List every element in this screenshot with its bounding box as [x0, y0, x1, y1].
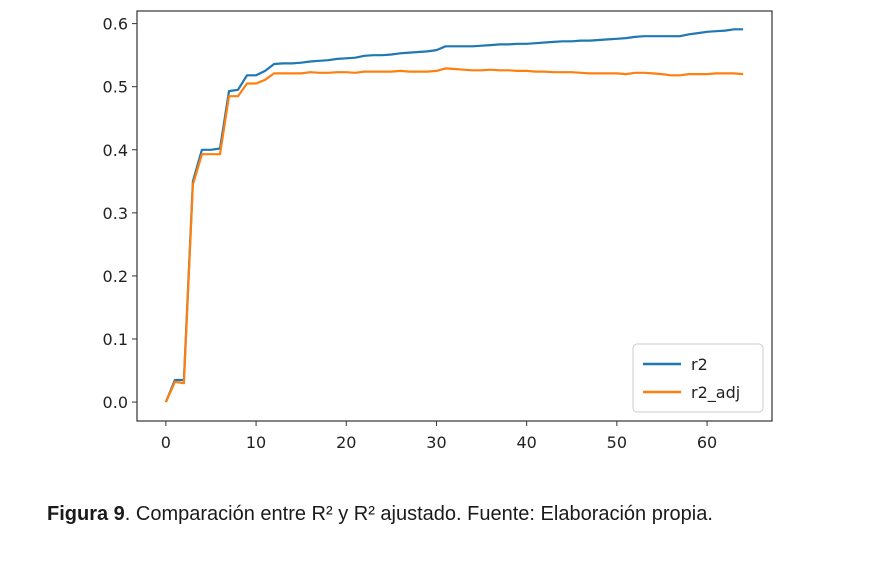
y-tick-label: 0.1: [103, 330, 128, 349]
caption-label: Figura 9: [47, 503, 125, 525]
legend-box: [632, 343, 764, 413]
x-tick-label: 10: [246, 433, 266, 452]
y-tick-label: 0.0: [103, 393, 128, 412]
x-tick-label: 20: [336, 433, 356, 452]
x-tick-label: 0: [161, 433, 171, 452]
y-tick-label: 0.2: [103, 267, 128, 286]
caption-text: . Comparación entre R² y R² ajustado. Fu…: [124, 503, 713, 525]
series-line-r2: [164, 28, 744, 403]
x-tick-label: 40: [516, 433, 536, 452]
x-tick-label: 30: [426, 433, 446, 452]
legend: r2 r2_adj: [632, 343, 764, 413]
y-tick-label: 0.3: [103, 204, 128, 223]
series-line-r2-adj: [164, 67, 744, 403]
legend-label: r2_adj: [691, 383, 740, 403]
series-lines: [164, 28, 744, 403]
y-tick-label: 0.6: [103, 15, 128, 34]
legend-label: r2: [691, 355, 708, 374]
y-tick-label: 0.5: [103, 78, 128, 97]
x-axis: 0 10 20 30 40 50 60: [161, 421, 717, 452]
y-tick-label: 0.4: [103, 141, 128, 160]
x-tick-label: 60: [697, 433, 717, 452]
y-axis: 0.0 0.1 0.2 0.3 0.4 0.5 0.6: [103, 15, 137, 412]
x-tick-label: 50: [607, 433, 627, 452]
figure-caption: Figura 9. Comparación entre R² y R² ajus…: [47, 503, 713, 526]
